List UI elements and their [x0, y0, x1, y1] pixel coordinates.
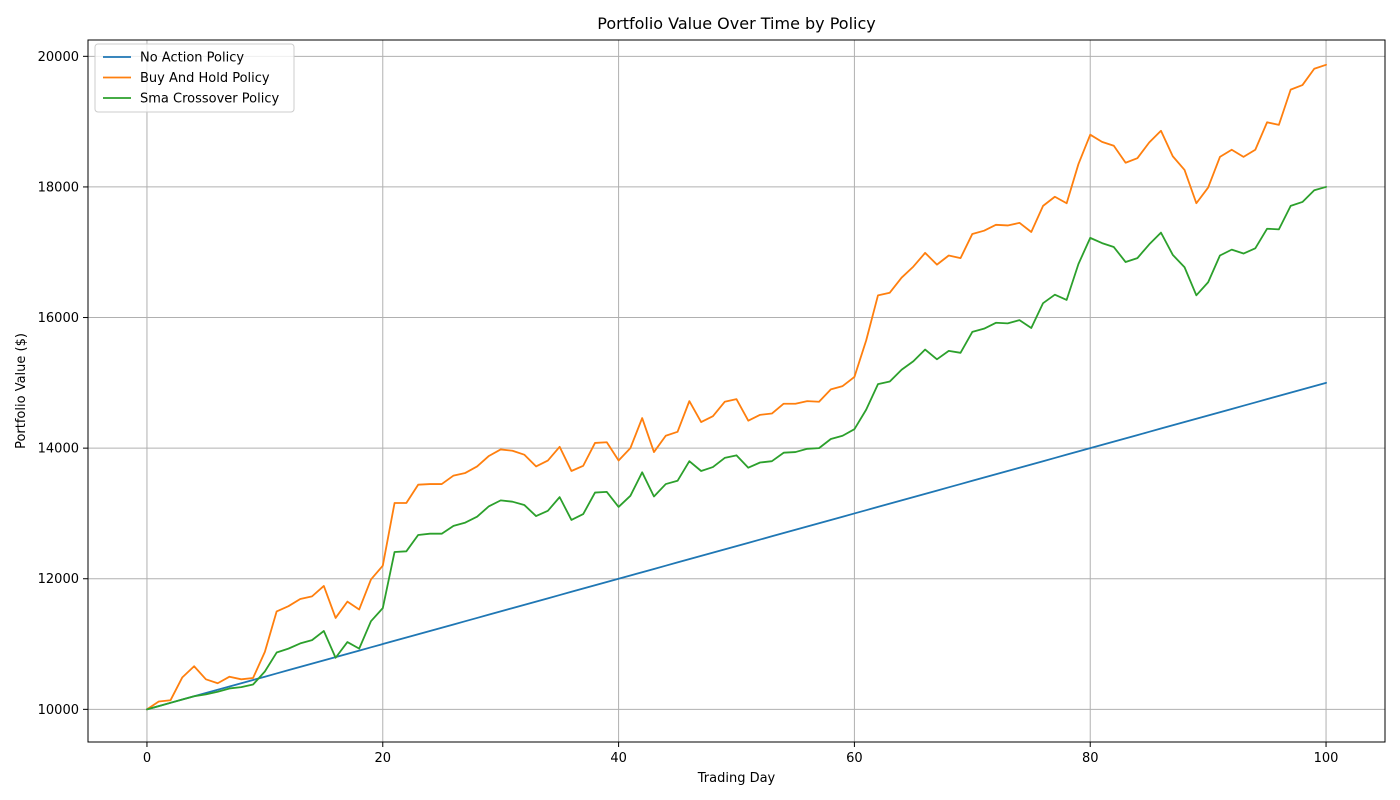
- y-tick-label: 14000: [38, 442, 79, 457]
- legend: No Action Policy Buy And Hold Policy Sma C…: [94, 43, 295, 113]
- x-tick-label: 60: [846, 751, 863, 766]
- x-axis-ticks: 0 20 40 60 80 100: [143, 742, 1339, 766]
- y-tick-label: 20000: [38, 50, 79, 65]
- legend-box: [94, 43, 295, 113]
- x-tick-label: 40: [610, 751, 627, 766]
- x-tick-label: 100: [1314, 751, 1339, 766]
- chart-title: Portfolio Value Over Time by Policy: [597, 14, 875, 33]
- legend-label: No Action Policy: [140, 51, 244, 66]
- series-line-no-action-policy: [146, 381, 1327, 711]
- y-tick-label: 18000: [38, 180, 79, 195]
- legend-label: Buy And Hold Policy: [140, 71, 270, 86]
- series-lines: [146, 63, 1327, 711]
- x-tick-label: 80: [1082, 751, 1099, 766]
- y-axis-ticks: 10000 12000 14000 16000 18000 20000: [38, 50, 88, 718]
- y-tick-label: 16000: [38, 311, 79, 326]
- y-tick-label: 10000: [38, 703, 79, 718]
- series-line-sma-crossover-policy: [146, 186, 1327, 711]
- y-tick-label: 12000: [38, 572, 79, 587]
- grid: [88, 40, 1385, 742]
- x-axis-label: Trading Day: [697, 771, 776, 786]
- x-tick-label: 20: [374, 751, 391, 766]
- y-axis-label: Portfolio Value ($): [14, 333, 29, 449]
- x-tick-label: 0: [143, 751, 151, 766]
- plot-frame: [87, 39, 1386, 743]
- series-line-buy-and-hold-policy: [146, 63, 1327, 711]
- legend-label: Sma Crossover Policy: [140, 92, 279, 107]
